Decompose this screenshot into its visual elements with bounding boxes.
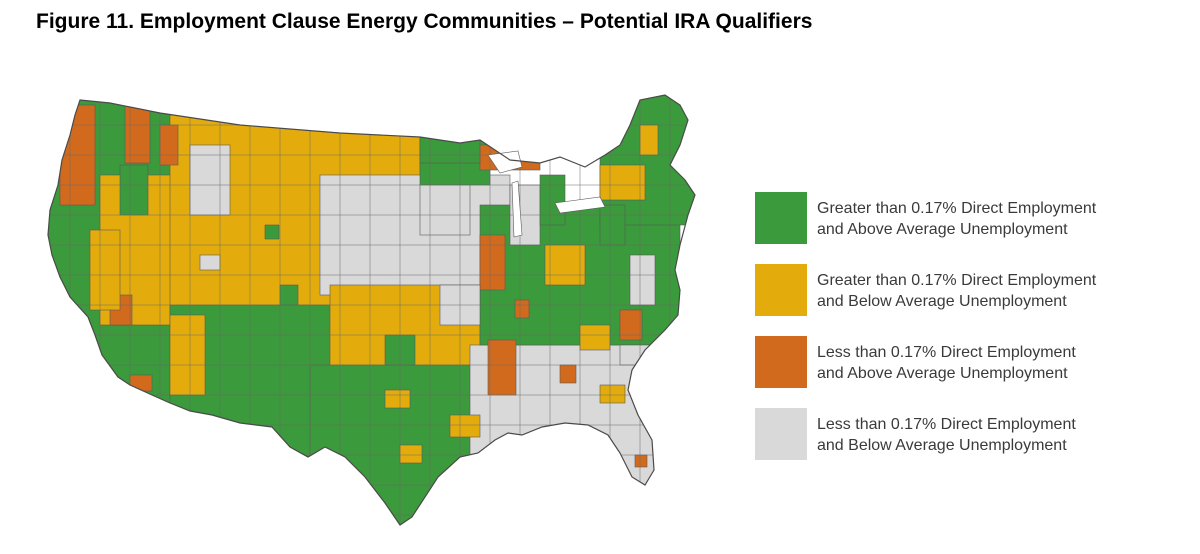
legend-label: Greater than 0.17% Direct Employment and… [817, 200, 1097, 238]
legend-swatch-gray [755, 408, 807, 460]
legend-label: Greater than 0.17% Direct Employment and… [817, 272, 1097, 310]
legend-swatch-yellow [755, 264, 807, 316]
figure-title: Figure 11. Employment Clause Energy Comm… [36, 10, 813, 33]
us-map-svg [40, 85, 750, 535]
legend-item: Greater than 0.17% Direct Employment and… [755, 264, 1175, 318]
legend-swatch-orange [755, 336, 807, 388]
legend-item: Less than 0.17% Direct Employment and Ab… [755, 336, 1175, 390]
legend-item: Less than 0.17% Direct Employment and Be… [755, 408, 1175, 462]
legend-swatch-green [755, 192, 807, 244]
legend-label: Less than 0.17% Direct Employment and Ab… [817, 344, 1076, 382]
us-map [40, 85, 750, 535]
legend-label: Less than 0.17% Direct Employment and Be… [817, 416, 1076, 454]
legend-item: Greater than 0.17% Direct Employment and… [755, 192, 1175, 246]
